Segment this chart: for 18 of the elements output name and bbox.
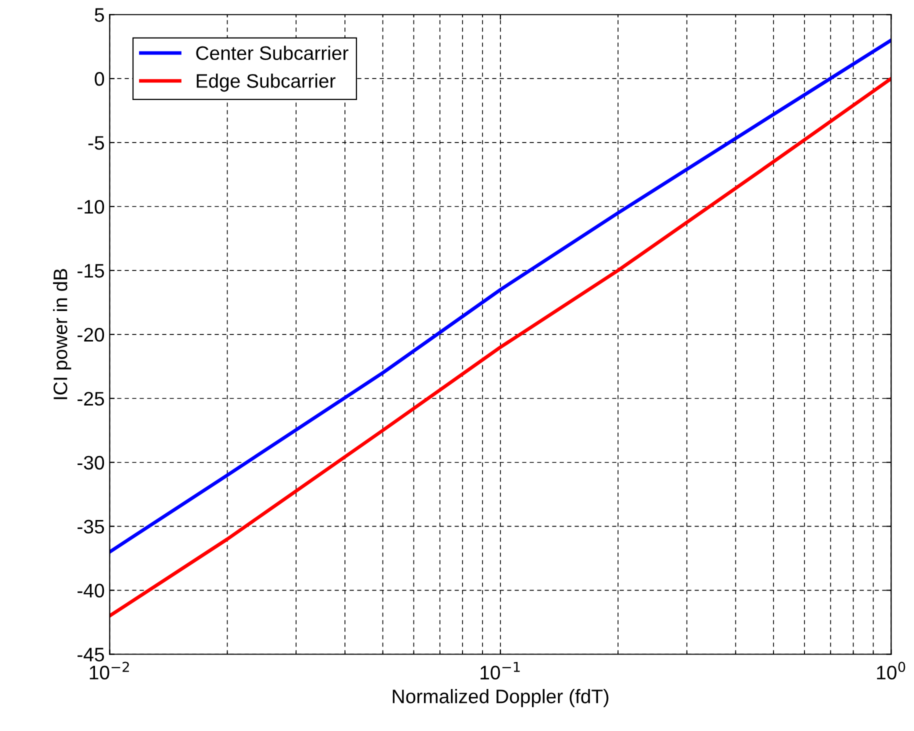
y-tick-label: 5 <box>94 8 104 22</box>
y-tick-label: -30 <box>78 456 104 470</box>
y-tick-label: -40 <box>78 584 104 598</box>
y-tick-label: -20 <box>78 328 104 342</box>
x-tick-label: 10$^{0}$ <box>877 662 906 680</box>
y-tick-label: -5 <box>88 136 104 150</box>
x-axis-title: Normalized Doppler (fdT) <box>392 689 608 708</box>
y-tick-label: -15 <box>78 264 104 278</box>
y-tick-label: 0 <box>94 72 104 86</box>
y-tick-label: -10 <box>78 200 104 214</box>
x-tick-label: 10$^{−1}$ <box>480 662 520 680</box>
y-tick-label: -35 <box>78 520 104 534</box>
y-tick-label: -45 <box>78 648 104 662</box>
y-tick-label: -25 <box>78 392 104 406</box>
legend-label: Edge Subcarrier <box>196 74 336 92</box>
y-axis-title: ICI power in dB <box>53 268 72 400</box>
legend-label: Center Subcarrier <box>196 46 348 60</box>
x-tick-label: 10$^{−2}$ <box>90 662 129 680</box>
